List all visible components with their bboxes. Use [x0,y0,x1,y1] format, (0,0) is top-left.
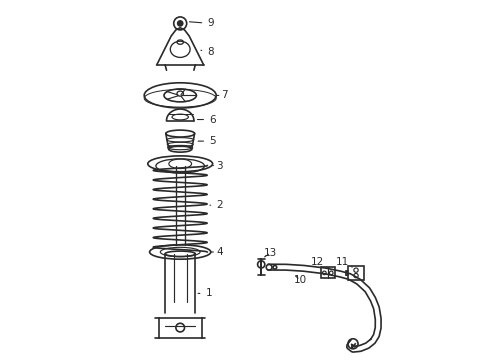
Text: 4: 4 [211,247,223,257]
Bar [348,266,364,280]
Text: 2: 2 [210,200,223,210]
Bar [321,267,335,278]
Circle shape [178,21,183,26]
Text: 1: 1 [198,288,212,298]
Text: 9: 9 [190,18,214,28]
Text: 5: 5 [198,136,216,146]
Text: 8: 8 [201,47,214,57]
Text: 6: 6 [197,114,216,125]
Text: 3: 3 [213,161,223,171]
Text: 10: 10 [294,275,307,285]
Text: 11: 11 [336,257,352,267]
Text: 7: 7 [216,90,228,100]
Text: 13: 13 [264,248,277,258]
Text: 12: 12 [311,257,327,267]
